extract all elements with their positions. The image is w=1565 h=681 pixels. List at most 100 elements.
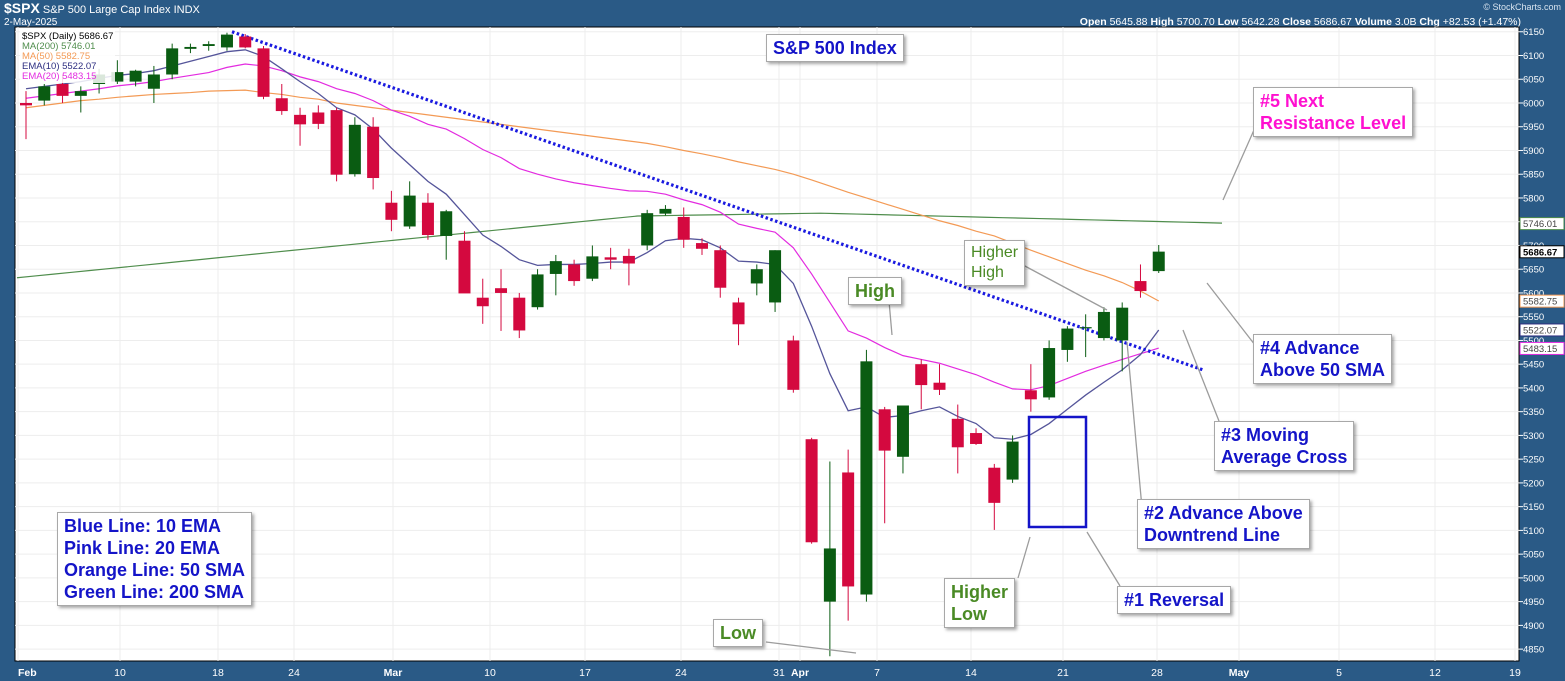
volume-value: 3.0B (1394, 16, 1417, 28)
open-value: 5645.88 (1109, 16, 1148, 28)
annotation-leader (1086, 531, 1121, 587)
candle-body (769, 250, 782, 303)
y-tick-label: 5250 (1523, 455, 1544, 466)
candle (74, 86, 87, 113)
candle (495, 269, 508, 331)
candle-body (403, 195, 416, 227)
value-tag-box (1519, 245, 1565, 259)
value-tag-box (1519, 217, 1565, 231)
value-tag-ema20: 5483.15 (1519, 341, 1565, 355)
y-tick-label: 5950 (1523, 122, 1544, 133)
annotation-leader (1222, 129, 1255, 201)
annotation-leader (765, 641, 857, 654)
candle-body (38, 86, 51, 101)
candle-body (74, 91, 87, 96)
candle-body (933, 382, 946, 390)
x-tick-label: 7 (874, 667, 880, 679)
candle (294, 107, 307, 146)
candle (202, 41, 215, 51)
candle (659, 205, 672, 216)
ema20-line (25, 63, 1159, 391)
high-box: High (848, 277, 902, 305)
chg-value: +82.53 (+1.47%) (1442, 16, 1521, 28)
y-tick-label: 5800 (1523, 193, 1544, 204)
candle (860, 349, 873, 602)
annotation-leader (1017, 536, 1031, 579)
reversal-box (1027, 415, 1088, 529)
higher-low-box: Higher Low (944, 578, 1016, 628)
candle-body (184, 46, 197, 49)
candle (476, 278, 489, 324)
candle (166, 43, 179, 80)
candle (951, 404, 964, 474)
candle-body (147, 74, 160, 89)
candle (531, 269, 544, 310)
candle-body (129, 70, 142, 82)
value-tag-ema10: 5522.07 (1519, 323, 1565, 337)
sma50-line (25, 89, 1160, 302)
candle (878, 406, 891, 524)
candle (1152, 244, 1165, 274)
candle-body (860, 361, 873, 595)
candle (385, 190, 398, 232)
candle (403, 181, 416, 229)
candle-body (166, 48, 179, 75)
candle (275, 83, 288, 115)
annotation-leader (1126, 341, 1143, 509)
x-tick-label: 14 (965, 667, 977, 679)
candle-body (111, 72, 124, 82)
candle (147, 65, 160, 103)
x-tick-label: 19 (1509, 667, 1521, 679)
note-5-line1: #5 Next (1260, 91, 1325, 111)
candle-body (440, 211, 453, 236)
candle-body (1152, 251, 1165, 272)
y-tick-label: 5100 (1523, 526, 1544, 537)
candle (1116, 302, 1129, 372)
candle-body (56, 83, 69, 96)
legend-main: $SPX (Daily) 5686.67 (22, 31, 114, 42)
candle-body (476, 297, 489, 307)
y-tick-label: 5450 (1523, 360, 1544, 371)
chart-title: S&P 500 Index (773, 38, 897, 58)
candle-body (842, 472, 855, 587)
candle (695, 238, 708, 255)
x-tick-label: May (1229, 667, 1250, 679)
candle (1006, 435, 1019, 483)
candle-body (1006, 441, 1019, 480)
value-tag-text: 5686.67 (1523, 247, 1557, 258)
legend-ema10: EMA(10) 5522.07 (22, 61, 97, 72)
candle (1079, 314, 1092, 358)
y-tick-label: 5550 (1523, 312, 1544, 323)
candle (38, 83, 51, 106)
chart-title-box: S&P 500 Index (766, 34, 904, 62)
legend-ema20: EMA(20) 5483.15 (22, 71, 97, 82)
candle (750, 264, 763, 296)
candle-body (1024, 390, 1037, 400)
candle (1024, 364, 1037, 412)
higher-high-box: Higher High (964, 240, 1026, 286)
value-tag-text: 5746.01 (1523, 219, 1557, 230)
candle-body (951, 418, 964, 448)
y-tick-label: 5400 (1523, 383, 1544, 394)
y-tick-label: 5650 (1523, 265, 1544, 276)
note-3-line1: #3 Moving (1221, 425, 1310, 445)
chg-label: Chg (1419, 16, 1440, 28)
y-tick-label: 6050 (1523, 75, 1544, 86)
candle-body (823, 548, 836, 602)
candle (641, 209, 654, 251)
x-tick-label: 17 (579, 667, 591, 679)
candle (805, 437, 818, 544)
candle-body (330, 110, 343, 175)
y-tick-label: 5150 (1523, 502, 1544, 513)
annotation-leader (888, 300, 893, 336)
candle-body (1079, 327, 1092, 329)
x-tick-label: 24 (675, 667, 687, 679)
key-pink: Pink Line: 20 EMA (64, 538, 221, 558)
candle-body (641, 213, 654, 246)
downtrend-line (231, 30, 1204, 372)
x-tick-label: Mar (384, 667, 403, 679)
value-tag-ma50: 5582.75 (1519, 294, 1565, 308)
y-tick-label: 5900 (1523, 146, 1544, 157)
key-blue: Blue Line: 10 EMA (64, 516, 222, 536)
close-label: Close (1282, 16, 1311, 28)
